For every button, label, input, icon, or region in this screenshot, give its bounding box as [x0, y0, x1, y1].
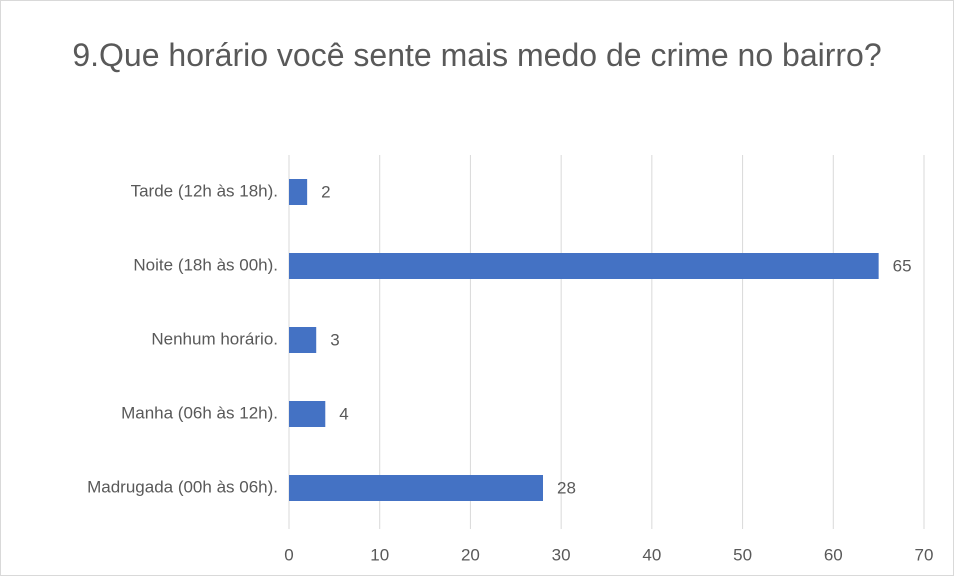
data-label: 28 — [557, 478, 576, 497]
x-tick-label: 70 — [915, 545, 934, 564]
x-tick-label: 40 — [642, 545, 661, 564]
data-label: 4 — [339, 404, 348, 423]
bar — [289, 401, 326, 427]
data-label: 3 — [330, 330, 339, 349]
chart-title: 9.Que horário você sente mais medo de cr… — [72, 37, 882, 73]
data-label: 2 — [321, 182, 330, 201]
x-tick-label: 30 — [552, 545, 571, 564]
x-tick-label: 20 — [461, 545, 480, 564]
y-tick-label: Manha (06h às 12h). — [121, 403, 278, 422]
y-tick-label: Tarde (12h às 18h). — [131, 181, 278, 200]
bar — [289, 475, 543, 501]
x-tick-label: 10 — [370, 545, 389, 564]
bar — [289, 179, 308, 205]
x-tick-label: 50 — [733, 545, 752, 564]
y-tick-label: Nenhum horário. — [151, 329, 278, 348]
x-tick-label: 60 — [824, 545, 843, 564]
data-label: 65 — [893, 256, 912, 275]
x-tick-label: 0 — [284, 545, 293, 564]
y-tick-label: Noite (18h às 00h). — [133, 255, 278, 274]
y-tick-label: Madrugada (00h às 06h). — [87, 477, 278, 496]
bar — [289, 253, 879, 279]
bar — [289, 327, 317, 353]
